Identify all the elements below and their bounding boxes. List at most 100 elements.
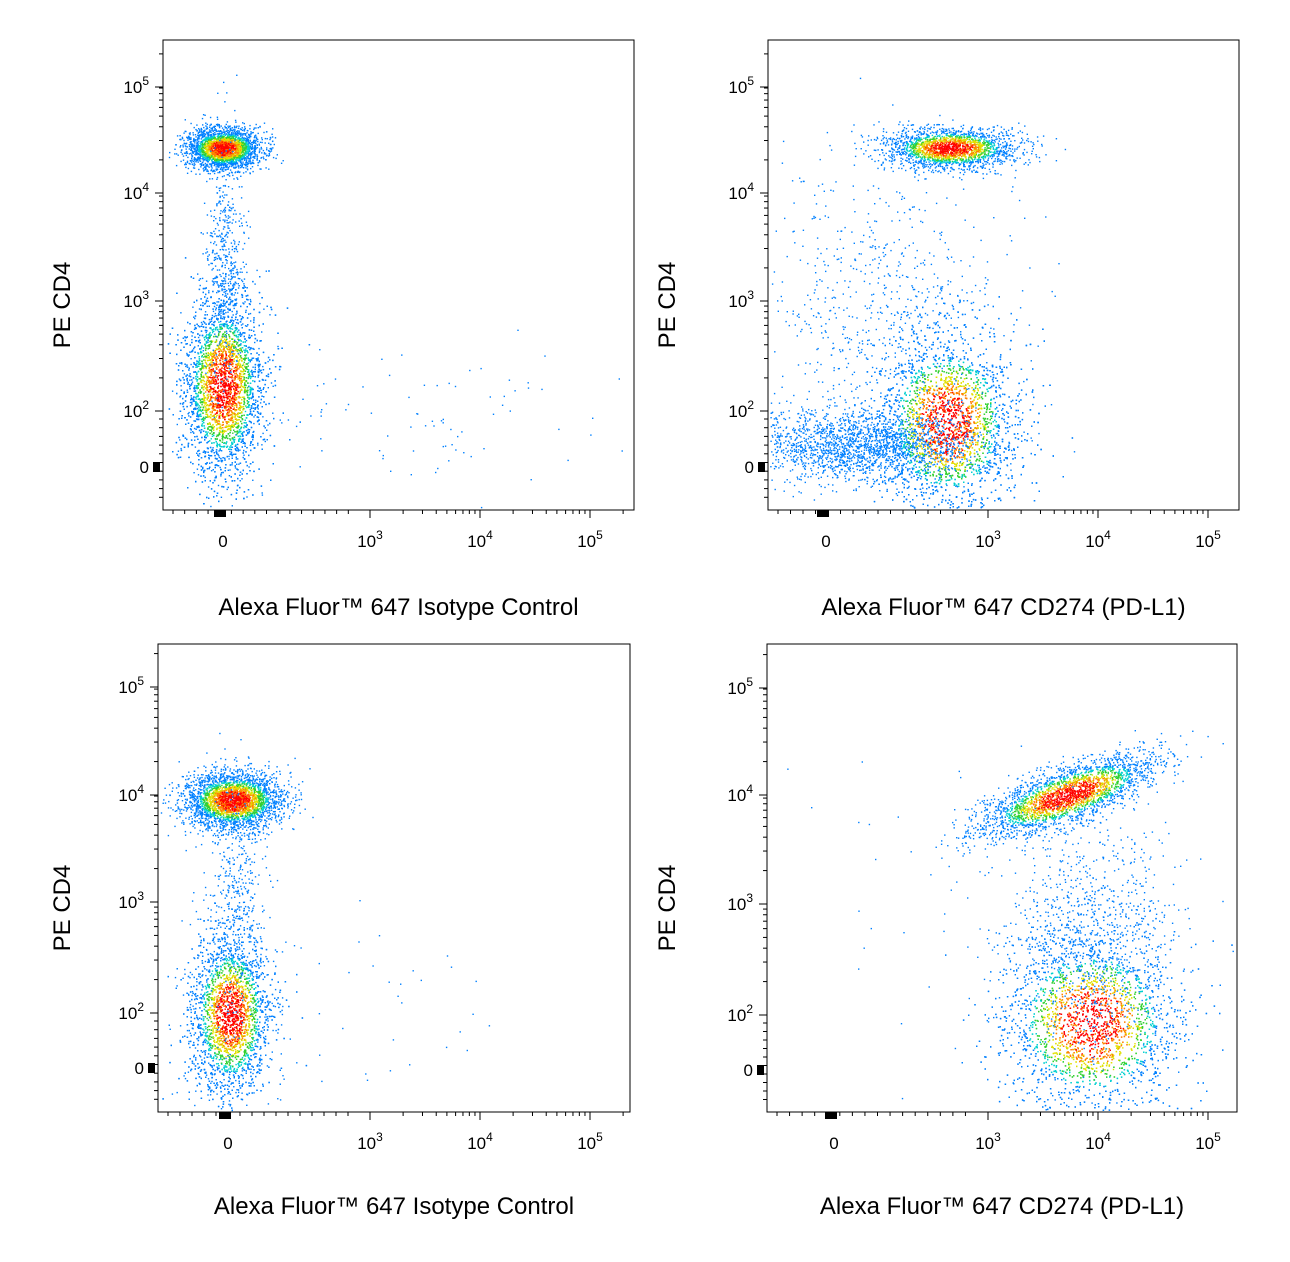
- scatter-point: [211, 150, 213, 153]
- scatter-point: [204, 130, 206, 132]
- scatter-point: [201, 117, 204, 120]
- scatter-point: [247, 365, 249, 367]
- scatter-point: [223, 347, 225, 350]
- scatter-point: [204, 155, 207, 157]
- scatter-point: [219, 154, 222, 156]
- scatter-point: [236, 350, 238, 353]
- scatter-point: [232, 139, 234, 141]
- scatter-point: [208, 163, 211, 165]
- scatter-point: [232, 140, 234, 142]
- scatter-point: [204, 150, 206, 153]
- scatter-point: [231, 158, 233, 160]
- scatter-point: [207, 134, 209, 136]
- scatter-point: [244, 154, 247, 156]
- scatter-point: [195, 136, 197, 138]
- scatter-point: [240, 382, 242, 385]
- scatter-point: [243, 138, 245, 141]
- scatter-point: [223, 138, 226, 140]
- scatter-point: [237, 407, 240, 410]
- scatter-point: [195, 139, 197, 141]
- scatter-point: [209, 150, 211, 152]
- scatter-point: [235, 155, 237, 157]
- scatter-point: [226, 415, 228, 417]
- scatter-point: [232, 432, 234, 434]
- scatter-point: [245, 148, 247, 150]
- scatter-point: [223, 313, 226, 315]
- scatter-point: [213, 136, 215, 138]
- scatter-point: [208, 137, 210, 140]
- scatter-point: [197, 132, 199, 134]
- scatter-point: [193, 316, 195, 318]
- scatter-point: [211, 127, 213, 129]
- scatter-point: [240, 158, 242, 161]
- scatter-point: [239, 161, 242, 163]
- scatter-point: [229, 157, 231, 159]
- scatter-point: [233, 139, 235, 141]
- scatter-point: [249, 159, 251, 161]
- scatter-point: [205, 357, 207, 359]
- scatter-point: [202, 114, 205, 116]
- scatter-point: [243, 128, 246, 131]
- scatter-point: [208, 148, 210, 150]
- scatter-point: [245, 309, 247, 312]
- scatter-point: [211, 435, 214, 437]
- scatter-point: [237, 137, 239, 140]
- scatter-point: [197, 474, 200, 476]
- scatter-point: [210, 438, 212, 440]
- scatter-point: [213, 125, 216, 127]
- scatter-point: [231, 328, 234, 330]
- scatter-point: [213, 161, 215, 163]
- scatter-point: [243, 146, 245, 148]
- scatter-point: [204, 166, 206, 168]
- scatter-point: [235, 133, 237, 135]
- scatter-point: [197, 157, 199, 159]
- scatter-point: [186, 377, 188, 380]
- scatter-point: [233, 167, 235, 169]
- scatter-point: [194, 158, 196, 161]
- scatter-point: [267, 149, 270, 152]
- scatter-point: [218, 160, 220, 163]
- scatter-point: [215, 166, 217, 168]
- scatter-point: [186, 137, 189, 139]
- scatter-point: [234, 163, 236, 166]
- scatter-point: [184, 145, 187, 147]
- scatter-point: [225, 157, 227, 159]
- scatter-point: [204, 114, 206, 116]
- scatter-point: [207, 147, 210, 149]
- scatter-point: [230, 140, 233, 142]
- scatter-point: [204, 152, 206, 155]
- scatter-point: [203, 169, 206, 171]
- scatter-point: [216, 139, 218, 141]
- scatter-point: [192, 167, 195, 169]
- scatter-point: [222, 323, 224, 325]
- scatter-point: [210, 163, 212, 165]
- scatter-point: [238, 186, 241, 188]
- scatter-point: [200, 127, 202, 130]
- scatter-point: [203, 126, 205, 129]
- scatter-point: [257, 127, 259, 129]
- scatter-point: [212, 447, 214, 449]
- scatter-point: [174, 153, 176, 155]
- scatter-point: [200, 163, 203, 165]
- scatter-point: [211, 152, 213, 154]
- scatter-point: [179, 135, 181, 137]
- scatter-point: [267, 360, 269, 363]
- scatter-point: [169, 151, 171, 154]
- scatter-point: [223, 164, 225, 167]
- scatter-point: [180, 138, 182, 141]
- scatter-point: [244, 126, 246, 128]
- scatter-point: [200, 166, 202, 168]
- scatter-point: [228, 141, 230, 143]
- scatter-point: [234, 119, 237, 122]
- scatter-point: [225, 306, 227, 308]
- scatter-point: [252, 170, 254, 173]
- scatter-point: [246, 161, 248, 164]
- scatter-point: [207, 153, 209, 155]
- scatter-point: [182, 146, 184, 148]
- scatter-point: [235, 150, 237, 153]
- scatter-point: [225, 152, 227, 155]
- scatter-point: [232, 141, 234, 144]
- scatter-point: [238, 329, 240, 331]
- scatter-point: [175, 153, 178, 155]
- scatter-point: [252, 131, 254, 134]
